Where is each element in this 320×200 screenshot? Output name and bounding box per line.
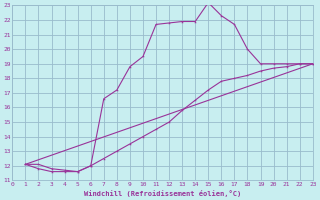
X-axis label: Windchill (Refroidissement éolien,°C): Windchill (Refroidissement éolien,°C) — [84, 190, 241, 197]
